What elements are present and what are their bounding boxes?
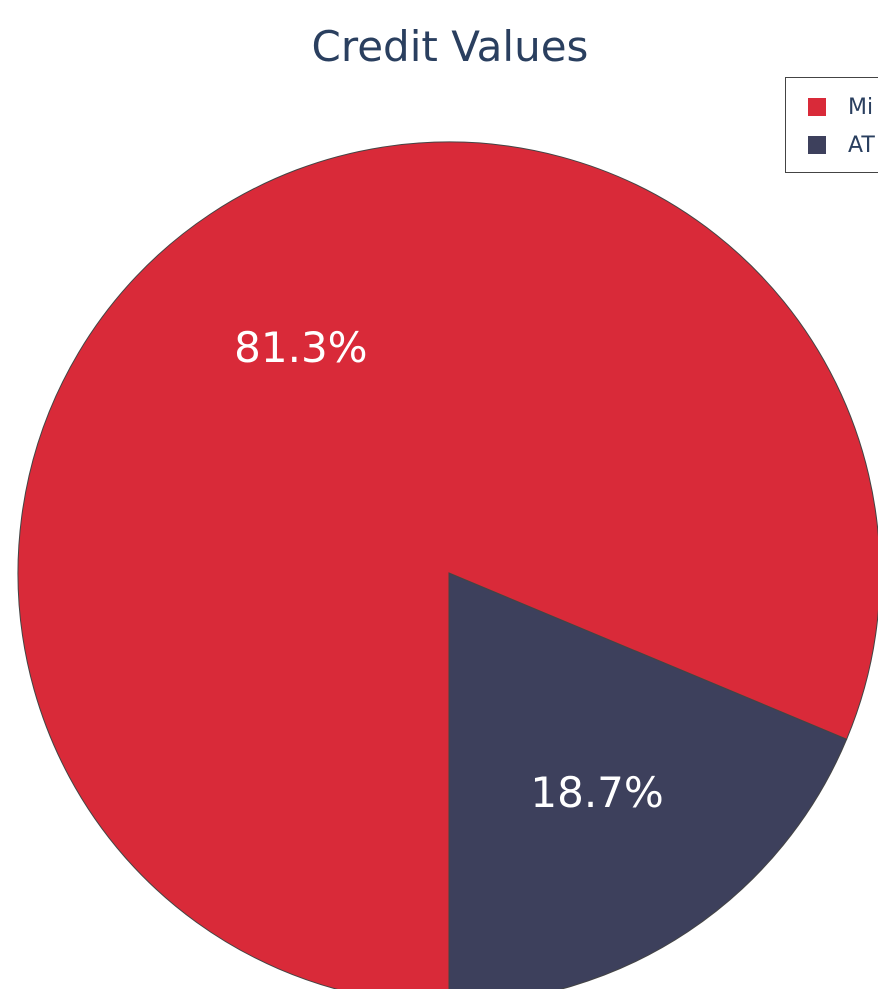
legend-item-0[interactable]: Mi — [808, 92, 873, 122]
legend: Mi AT — [785, 77, 878, 173]
pie-slice-0[interactable] — [17, 141, 878, 989]
legend-item-1[interactable]: AT — [808, 130, 875, 160]
pie-slice-label-0: 81.3% — [234, 323, 367, 372]
pie-slice-1[interactable] — [448, 572, 848, 989]
legend-label-1: AT — [848, 132, 875, 158]
legend-swatch-0 — [808, 98, 826, 116]
legend-label-0: Mi — [848, 94, 874, 120]
chart-title: Credit Values — [311, 22, 589, 71]
pie-slice-label-1: 18.7% — [530, 768, 663, 817]
legend-swatch-1 — [808, 136, 826, 154]
